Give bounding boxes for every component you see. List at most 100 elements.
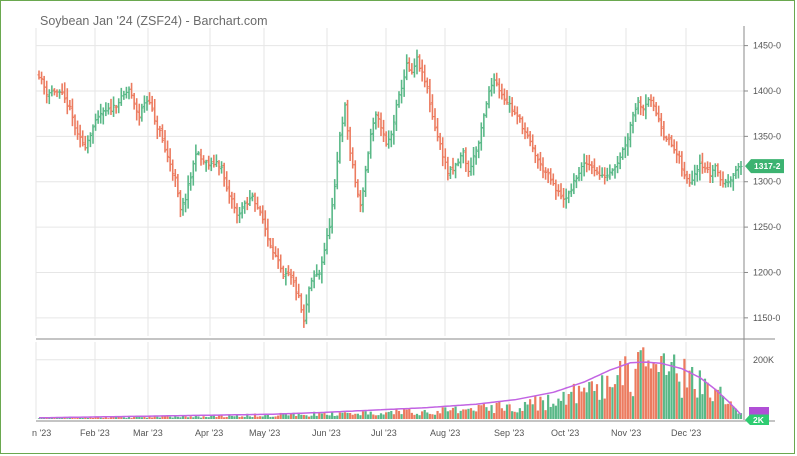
ohlc-bar xyxy=(402,69,406,97)
ohlc-bar xyxy=(651,96,656,112)
ohlc-bar xyxy=(505,90,509,105)
volume-bar xyxy=(505,404,509,419)
volume-bar xyxy=(289,413,293,419)
ohlc-bar xyxy=(104,102,108,117)
ohlc-bar xyxy=(718,170,723,186)
ohlc-bar xyxy=(690,170,694,185)
volume-bar xyxy=(721,395,725,419)
ohlc-bar xyxy=(582,153,586,177)
ohlc-bar xyxy=(546,168,550,184)
ohlc-bar xyxy=(45,80,49,104)
volume-bar xyxy=(277,415,280,419)
ohlc-bar xyxy=(569,183,573,197)
volume-bar xyxy=(655,364,658,419)
volume-bar xyxy=(603,398,606,419)
ohlc-bar xyxy=(230,191,234,209)
ohlc-bar xyxy=(327,218,332,240)
ohlc-bar xyxy=(322,242,327,265)
ohlc-bar xyxy=(227,179,231,204)
volume-bar xyxy=(84,416,87,419)
volume-bar xyxy=(374,415,377,419)
ohlc-bar xyxy=(387,130,391,149)
ohlc-bar xyxy=(438,132,442,150)
volume-bar xyxy=(253,413,257,419)
ohlc-bar xyxy=(495,72,499,87)
volume-bar xyxy=(457,413,460,419)
ohlc-bar xyxy=(628,121,633,148)
volume-bar xyxy=(140,417,143,419)
volume-bar xyxy=(459,410,462,419)
x-tick-label: Sep '23 xyxy=(494,428,524,438)
volume-bar xyxy=(256,416,259,419)
ohlc-bar xyxy=(356,179,360,198)
volume-bar xyxy=(45,418,48,419)
volume-bar xyxy=(71,417,74,419)
ohlc-bar xyxy=(731,173,735,191)
volume-bar xyxy=(279,412,282,419)
ohlc-bar xyxy=(232,192,237,214)
ohlc-bar xyxy=(194,144,198,172)
ohlc-bar xyxy=(621,147,625,160)
ohlc-bar xyxy=(675,141,679,164)
volume-bar xyxy=(508,404,511,419)
ohlc-bar xyxy=(343,102,347,127)
x-tick-label: May '23 xyxy=(249,428,280,438)
volume-bar xyxy=(485,407,488,419)
volume-bar xyxy=(518,408,521,419)
volume-bar xyxy=(539,396,542,419)
axes xyxy=(36,26,775,422)
ohlc-bar xyxy=(57,89,62,99)
ohlc-bar xyxy=(541,157,545,179)
ohlc-bar xyxy=(68,99,72,111)
volume-bar xyxy=(151,417,154,419)
ohlc-bar xyxy=(86,135,90,154)
volume-bar xyxy=(405,409,408,419)
volume-bar xyxy=(480,405,483,419)
ohlc-bar xyxy=(561,187,566,208)
volume-bar xyxy=(158,417,161,419)
ohlc-bar xyxy=(559,183,563,200)
ohlc-bar xyxy=(711,164,715,184)
open-interest-line xyxy=(39,361,742,419)
ohlc-bar xyxy=(433,108,437,132)
volume-bar xyxy=(613,384,617,419)
volume-bar xyxy=(143,416,146,419)
volume-bar xyxy=(433,414,437,419)
volume-bar xyxy=(181,415,185,419)
volume-bar xyxy=(392,414,395,419)
volume-bar xyxy=(367,414,370,419)
volume-bar xyxy=(145,417,149,419)
volume-bar xyxy=(580,391,583,419)
ohlc-bar xyxy=(405,54,409,81)
ohlc-bar xyxy=(106,102,111,115)
volume-bar xyxy=(169,416,172,419)
volume-bar xyxy=(212,415,215,419)
ohlc-bar xyxy=(662,120,666,141)
x-tick-label: Jul '23 xyxy=(371,428,397,438)
volume-bar xyxy=(104,417,107,419)
chart-title: Soybean Jan '24 (ZSF24) - Barchart.com xyxy=(40,14,267,28)
ohlc-bar xyxy=(474,146,478,165)
volume-bar xyxy=(364,411,367,419)
ohlc-bar xyxy=(399,79,404,104)
volume-bar xyxy=(621,385,624,419)
volume-bar xyxy=(331,411,334,419)
volume-bar xyxy=(120,417,123,419)
ohlc-bar xyxy=(75,120,80,140)
ohlc-bar xyxy=(168,148,172,172)
volume-bar xyxy=(37,418,41,419)
volume-bar xyxy=(99,417,102,419)
ohlc-bar xyxy=(407,57,411,72)
volume-bar xyxy=(693,388,696,419)
volume-bar xyxy=(454,406,457,419)
ohlc-bar xyxy=(459,152,463,169)
volume-bar xyxy=(513,411,516,419)
ohlc-bar xyxy=(677,150,681,164)
ohlc-bar xyxy=(721,171,725,188)
volume-bar xyxy=(359,415,362,419)
volume-bar xyxy=(583,387,586,419)
volume-bar xyxy=(43,418,46,419)
ohlc-bar xyxy=(189,172,193,191)
volume-bar xyxy=(536,410,539,419)
